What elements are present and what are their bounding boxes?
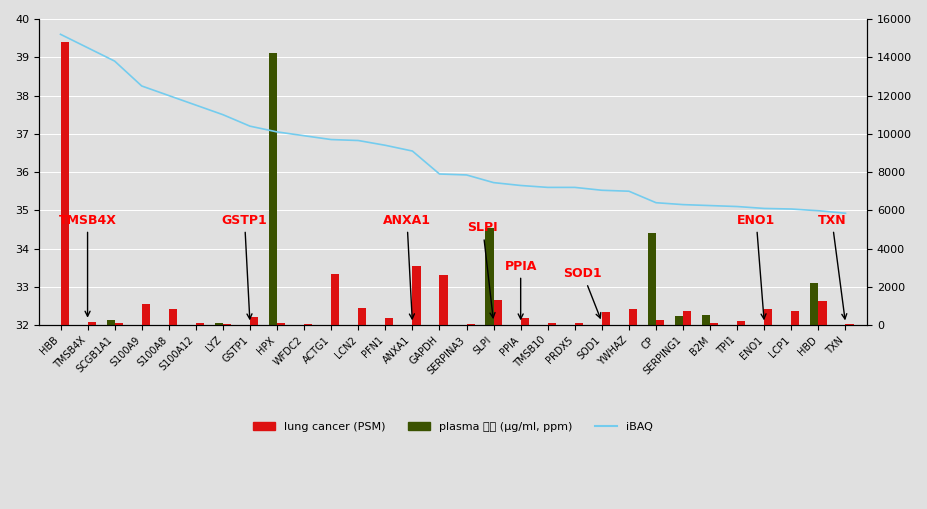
Bar (675, 316, 683, 325)
Bar (277, 323, 286, 325)
Bar (215, 323, 222, 325)
Bar (575, 323, 583, 325)
Bar (710, 323, 718, 325)
Bar (764, 309, 772, 325)
Bar (413, 266, 421, 325)
Bar (331, 273, 339, 325)
Bar (439, 275, 448, 325)
Bar (269, 53, 277, 325)
Bar (304, 324, 312, 325)
Bar (810, 283, 819, 325)
Bar (792, 310, 799, 325)
Text: SOD1: SOD1 (564, 267, 603, 318)
Bar (142, 304, 150, 325)
Text: TXN: TXN (818, 214, 846, 319)
Bar (87, 322, 95, 325)
Bar (548, 323, 556, 325)
Bar (493, 300, 502, 325)
Text: ENO1: ENO1 (737, 214, 775, 319)
Bar (60, 42, 69, 325)
Bar (602, 312, 610, 325)
Text: ANXA1: ANXA1 (383, 214, 431, 319)
Text: SLPI: SLPI (467, 221, 498, 318)
Bar (115, 323, 122, 325)
Bar (819, 301, 827, 325)
Text: TMSB4X: TMSB4X (58, 214, 117, 316)
Bar (386, 318, 393, 325)
Bar (466, 324, 475, 325)
Bar (521, 318, 528, 325)
Bar (358, 308, 366, 325)
Bar (737, 321, 745, 325)
Bar (486, 228, 493, 325)
Bar (845, 324, 854, 325)
Bar (196, 323, 204, 325)
Bar (683, 310, 692, 325)
Bar (222, 324, 231, 325)
Bar (702, 315, 710, 325)
Bar (656, 320, 664, 325)
Bar (169, 309, 177, 325)
Legend: lung cancer (PSM), plasma 농도 (μg/ml, ppm), iBAQ: lung cancer (PSM), plasma 농도 (μg/ml, ppm… (248, 417, 657, 436)
Bar (107, 320, 115, 325)
Bar (629, 309, 637, 325)
Bar (250, 317, 258, 325)
Text: GSTP1: GSTP1 (222, 214, 268, 319)
Bar (648, 233, 656, 325)
Text: PPIA: PPIA (504, 260, 537, 319)
